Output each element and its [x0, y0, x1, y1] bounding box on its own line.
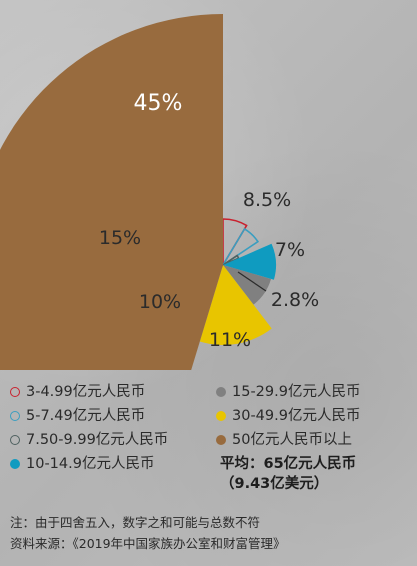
legend-marker-icon [216, 387, 226, 397]
average-usd-value: （9.43亿美元） [220, 476, 329, 492]
legend-left-column: 3-4.99亿元人民币 5-7.49亿元人民币 7.50-9.99亿元人民币 10-1… [10, 380, 168, 476]
pie-chart: 8.5% 7% 2.8% 11% 10% 15% 45% [0, 14, 319, 370]
legend-marker-icon [10, 435, 20, 445]
legend-marker-icon [10, 459, 20, 469]
legend-item-6: 50亿元人民币以上 [216, 428, 360, 452]
source-note: 资料来源：《2019年中国家族办公室和财富管理》 [10, 536, 286, 551]
legend-label: 50亿元人民币以上 [232, 432, 352, 448]
pie-label-4: 10% [139, 291, 181, 313]
pie-slice-1 [222, 227, 260, 266]
footnote: 注：由于四舍五入，数字之和可能与总数不符 资料来源：《2019年中国家族办公室和… [10, 512, 286, 554]
legend-marker-icon [216, 435, 226, 445]
legend-item-5: 30-49.9亿元人民币 [216, 404, 360, 428]
pie-slices [0, 14, 277, 370]
pie-label-2: 2.8% [271, 289, 319, 311]
legend-item-3: 10-14.9亿元人民币 [10, 452, 168, 476]
legend-label: 30-49.9亿元人民币 [232, 408, 361, 424]
pie-slice-4 [223, 265, 272, 305]
pie-label-5: 15% [99, 227, 141, 249]
legend-item-2: 7.50-9.99亿元人民币 [10, 428, 168, 452]
legend-item-4: 15-29.9亿元人民币 [216, 380, 360, 404]
pie-labels: 8.5% 7% 2.8% 11% 10% 15% 45% [99, 91, 319, 351]
pie-label-6: 45% [134, 91, 183, 116]
legend-label: 10-14.9亿元人民币 [26, 456, 155, 472]
legend-marker-icon [10, 387, 20, 397]
pie-slice-6 [0, 14, 223, 370]
pie-slice-3 [223, 243, 277, 280]
pie-label-3: 11% [209, 329, 251, 351]
legend-marker-icon [216, 411, 226, 421]
legend-item-1: 5-7.49亿元人民币 [10, 404, 168, 428]
average-value: 平均：65亿元人民币 [220, 456, 357, 472]
legend-label: 3-4.99亿元人民币 [26, 384, 146, 400]
rounding-note: 注：由于四舍五入，数字之和可能与总数不符 [10, 515, 261, 530]
legend-label: 15-29.9亿元人民币 [232, 384, 361, 400]
leader-line [237, 271, 267, 292]
pie-label-1: 7% [275, 239, 305, 261]
legend-label: 7.50-9.99亿元人民币 [26, 432, 169, 448]
pie-label-0: 8.5% [243, 189, 291, 211]
average-summary: 平均：65亿元人民币 （9.43亿美元） [220, 454, 356, 494]
pie-slice-5 [199, 265, 272, 345]
legend-item-0: 3-4.99亿元人民币 [10, 380, 168, 404]
legend-marker-icon [10, 411, 20, 421]
pie-slice-0 [222, 218, 248, 268]
legend-label: 5-7.49亿元人民币 [26, 408, 146, 424]
legend-right-column: 15-29.9亿元人民币 30-49.9亿元人民币 50亿元人民币以上 [216, 380, 360, 452]
